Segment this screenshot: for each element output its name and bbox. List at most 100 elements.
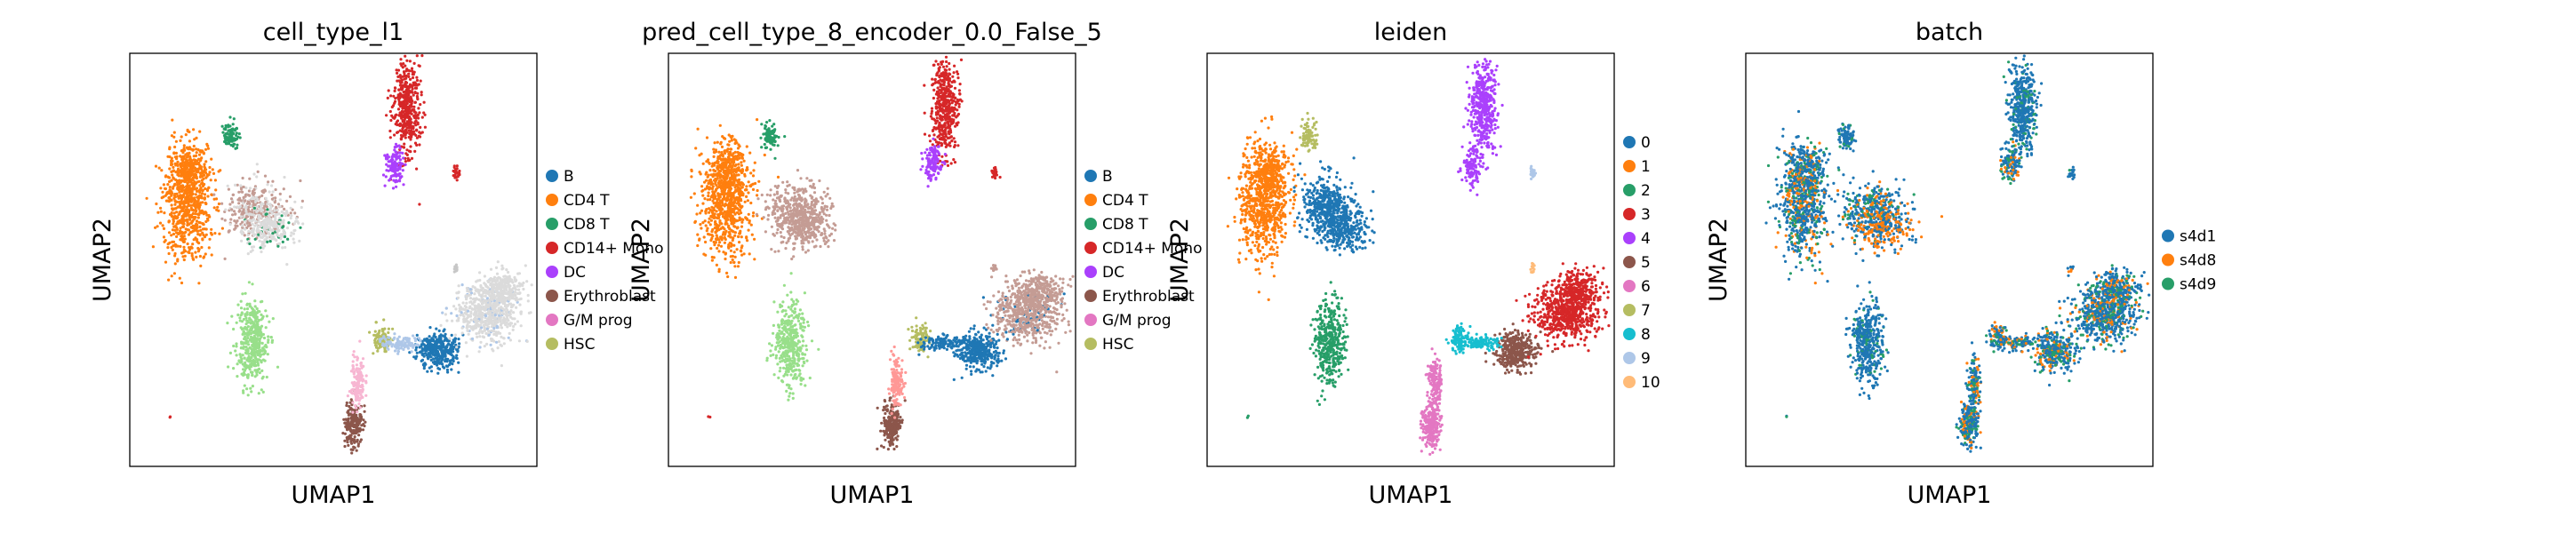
scatter-point: [197, 248, 201, 251]
scatter-point: [490, 329, 493, 332]
scatter-point: [184, 161, 188, 164]
scatter-point: [404, 136, 407, 139]
x-axis-label: UMAP1: [292, 481, 376, 509]
scatter-point: [494, 310, 499, 314]
scatter-point: [452, 165, 456, 170]
scatter-point: [248, 318, 252, 322]
scatter-point: [195, 177, 198, 180]
scatter-point: [170, 245, 173, 250]
scatter-point: [447, 339, 451, 343]
scatter-point: [434, 342, 437, 346]
scatter-point: [180, 235, 184, 238]
scatter-point: [405, 68, 409, 71]
scatter-point: [385, 114, 388, 117]
scatter-point: [420, 54, 424, 58]
scatter-point: [206, 144, 210, 147]
scatter-point: [466, 289, 469, 293]
scatter-point: [460, 311, 463, 314]
scatter-point: [175, 192, 179, 195]
scatter-point: [404, 84, 407, 89]
scatter-point: [267, 232, 271, 235]
scatter-point: [217, 209, 220, 212]
scatter-point: [220, 202, 224, 205]
scatter-point: [226, 322, 229, 325]
scatter-point: [198, 234, 202, 237]
scatter-point: [190, 187, 194, 191]
scatter-point: [413, 338, 417, 343]
scatter-point: [705, 136, 709, 139]
scatter-point: [385, 163, 388, 166]
scatter-point: [264, 196, 268, 200]
scatter-point: [182, 188, 187, 192]
scatter-point: [297, 221, 300, 225]
scatter-point: [181, 179, 185, 183]
scatter-point: [477, 290, 481, 293]
scatter-point: [487, 330, 491, 333]
scatter-point: [210, 193, 213, 196]
scatter-point: [388, 340, 391, 344]
scatter-point: [196, 238, 199, 242]
scatter-point: [529, 311, 532, 314]
scatter-point: [244, 186, 248, 190]
scatter-point: [747, 228, 750, 232]
scatter-point: [253, 330, 257, 333]
scatter-point: [396, 169, 400, 172]
scatter-point: [195, 228, 198, 232]
scatter-point: [167, 251, 171, 256]
scatter-point: [708, 162, 711, 165]
scatter-point: [404, 115, 407, 118]
scatter-point: [502, 320, 507, 323]
scatter-point: [487, 333, 491, 337]
scatter-point: [191, 208, 195, 211]
scatter-point: [289, 234, 292, 237]
scatter-point: [256, 209, 260, 212]
scatter-point: [249, 328, 252, 332]
scatter-point: [266, 183, 269, 187]
scatter-point: [245, 303, 249, 306]
scatter-point: [196, 204, 199, 209]
scatter-point: [191, 148, 195, 152]
scatter-point: [262, 336, 267, 340]
scatter-point: [713, 243, 716, 247]
scatter-point: [256, 332, 260, 336]
scatter-point: [252, 342, 255, 346]
scatter-point: [343, 439, 347, 442]
scatter-point: [237, 202, 241, 205]
scatter-point: [519, 324, 523, 328]
scatter-point: [235, 354, 238, 357]
scatter-point: [398, 179, 402, 183]
scatter-point: [743, 200, 747, 203]
scatter-point: [458, 169, 461, 173]
scatter-point: [745, 195, 748, 198]
scatter-point: [253, 224, 257, 227]
scatter-point: [186, 208, 189, 211]
scatter-point: [229, 197, 234, 201]
scatter-point: [206, 147, 210, 150]
scatter-point: [286, 237, 290, 241]
scatter-point: [196, 216, 200, 219]
scatter-point: [721, 154, 725, 158]
scatter-point: [753, 161, 756, 164]
scatter-point: [228, 136, 232, 139]
scatter-point: [745, 145, 748, 148]
scatter-point: [284, 210, 288, 213]
scatter-point: [715, 263, 719, 266]
scatter-point: [408, 135, 412, 139]
scatter-point: [168, 188, 172, 192]
scatter-point: [493, 304, 498, 307]
legend-marker: [546, 338, 558, 350]
scatter-point: [387, 330, 390, 335]
scatter-point: [347, 417, 350, 420]
scatter-point: [354, 403, 357, 408]
scatter-point: [272, 225, 276, 228]
scatter-point: [160, 169, 164, 172]
scatter-point: [196, 240, 199, 243]
scatter-point: [728, 207, 732, 211]
scatter-point: [515, 306, 518, 309]
scatter-point: [173, 145, 177, 149]
legend-marker: [546, 194, 558, 206]
scatter-point: [270, 197, 274, 201]
scatter-point: [154, 226, 157, 229]
scatter-point: [501, 307, 505, 311]
scatter-point: [717, 212, 722, 216]
